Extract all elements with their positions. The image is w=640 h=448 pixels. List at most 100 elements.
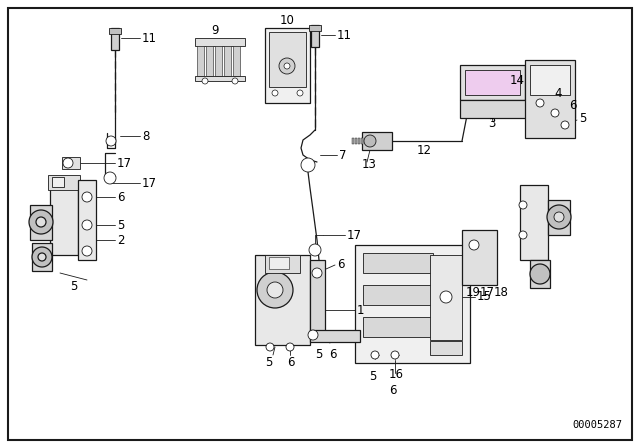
Circle shape	[202, 78, 208, 84]
Text: 10: 10	[280, 13, 294, 26]
Bar	[355, 245, 470, 363]
Text: 1: 1	[357, 303, 365, 316]
Circle shape	[29, 210, 53, 234]
Bar	[215, 46, 222, 76]
Circle shape	[371, 351, 379, 359]
Text: 6: 6	[117, 190, 125, 203]
Text: 16: 16	[389, 369, 404, 382]
Bar	[310, 330, 360, 342]
Text: 5: 5	[579, 112, 586, 125]
Bar	[233, 46, 240, 76]
Bar	[460, 100, 575, 118]
Bar	[48, 175, 80, 190]
Bar	[358, 138, 360, 144]
Circle shape	[104, 172, 116, 184]
Bar	[309, 25, 321, 31]
Bar	[62, 157, 80, 169]
Bar	[224, 46, 231, 76]
Bar	[255, 255, 310, 345]
Text: 6: 6	[389, 383, 397, 396]
Text: 7: 7	[339, 148, 346, 161]
Bar	[109, 28, 121, 34]
Bar	[460, 65, 525, 100]
Bar	[363, 317, 433, 337]
Circle shape	[554, 212, 564, 222]
Bar	[355, 138, 357, 144]
Text: 13: 13	[362, 158, 377, 171]
Circle shape	[561, 121, 569, 129]
Text: 5: 5	[117, 219, 124, 232]
Circle shape	[63, 158, 73, 168]
Circle shape	[82, 192, 92, 202]
Circle shape	[469, 240, 479, 250]
Circle shape	[308, 330, 318, 340]
Bar	[430, 255, 462, 340]
Circle shape	[267, 282, 283, 298]
Circle shape	[266, 343, 274, 351]
Text: 17: 17	[480, 285, 495, 298]
Bar	[310, 260, 325, 335]
Bar	[462, 230, 497, 285]
Bar	[50, 185, 78, 255]
Text: 6: 6	[287, 357, 294, 370]
Bar	[361, 138, 363, 144]
Circle shape	[297, 90, 303, 96]
Text: 5: 5	[70, 280, 77, 293]
Circle shape	[519, 201, 527, 209]
Text: 5: 5	[265, 357, 273, 370]
Bar	[363, 253, 433, 273]
Circle shape	[536, 99, 544, 107]
Bar	[465, 70, 520, 95]
Circle shape	[32, 247, 52, 267]
Circle shape	[530, 264, 550, 284]
Text: 14: 14	[510, 73, 525, 86]
Text: 18: 18	[494, 285, 509, 298]
Bar	[269, 257, 289, 269]
Circle shape	[38, 253, 46, 261]
Circle shape	[440, 291, 452, 303]
Text: 17: 17	[142, 177, 157, 190]
Text: 17: 17	[117, 156, 132, 169]
Circle shape	[36, 217, 46, 227]
Text: 00005287: 00005287	[572, 420, 622, 430]
Circle shape	[279, 58, 295, 74]
Circle shape	[286, 343, 294, 351]
Circle shape	[284, 63, 290, 69]
Text: 11: 11	[142, 31, 157, 44]
Text: 9: 9	[211, 23, 219, 36]
Bar	[430, 341, 462, 355]
Bar	[352, 138, 354, 144]
Text: 11: 11	[337, 29, 352, 42]
Bar	[269, 32, 306, 87]
Bar	[195, 76, 245, 81]
Circle shape	[547, 205, 571, 229]
Bar	[111, 28, 119, 50]
Circle shape	[551, 109, 559, 117]
Bar	[197, 46, 204, 76]
Bar	[206, 46, 213, 76]
Text: 12: 12	[417, 143, 432, 156]
Circle shape	[232, 78, 238, 84]
Bar	[363, 285, 433, 305]
Circle shape	[272, 90, 278, 96]
Text: 4: 4	[554, 86, 561, 99]
Bar	[530, 65, 570, 95]
Circle shape	[519, 231, 527, 239]
Bar	[78, 180, 96, 260]
Bar	[265, 255, 300, 273]
Circle shape	[82, 220, 92, 230]
Text: 15: 15	[477, 290, 492, 303]
Text: 6: 6	[329, 349, 337, 362]
Text: 3: 3	[488, 116, 495, 129]
Bar	[548, 200, 570, 235]
Text: 5: 5	[369, 370, 376, 383]
Bar	[520, 185, 548, 260]
Text: 2: 2	[117, 233, 125, 246]
Bar	[311, 25, 319, 47]
Text: 17: 17	[347, 228, 362, 241]
Circle shape	[106, 136, 116, 146]
Bar	[32, 243, 52, 271]
Circle shape	[82, 246, 92, 256]
Bar	[525, 60, 575, 138]
Text: 5: 5	[315, 349, 323, 362]
